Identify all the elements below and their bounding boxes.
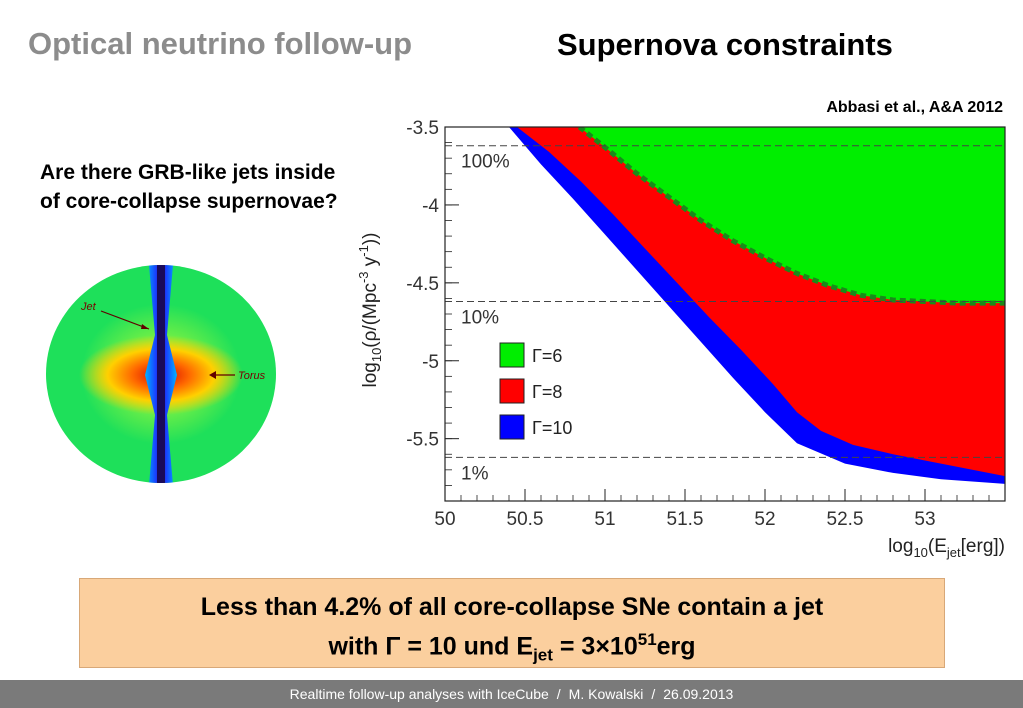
- legend-swatch: [499, 414, 525, 440]
- y-tick-label: -3.5: [406, 118, 439, 139]
- regions: [509, 127, 1005, 484]
- reference-label: 1%: [461, 463, 489, 484]
- summary-box: Less than 4.2% of all core-collapse SNe …: [79, 578, 945, 668]
- legend-label: Γ=10: [532, 418, 572, 438]
- footer-bar: Realtime follow-up analyses with IceCube…: [0, 680, 1023, 708]
- footer-date: 26.09.2013: [663, 686, 734, 702]
- y-tick-label: -5: [422, 352, 439, 373]
- summary-line-1: Less than 4.2% of all core-collapse SNe …: [200, 593, 824, 621]
- legend-label: Γ=8: [532, 382, 562, 402]
- legend-swatch: [499, 342, 525, 368]
- plot-area: 100% 10% 1%: [445, 127, 1005, 501]
- jet-label: Jet: [80, 301, 97, 313]
- reference-label: 10%: [461, 308, 499, 329]
- x-tick-label: 51.5: [667, 509, 704, 530]
- reference-label: 100%: [461, 152, 510, 173]
- axes: 50 50.5 51 51.5 52 52.5 53 -3.5 -4 -4.5 -5 -5.5: [406, 118, 1006, 530]
- x-tick-label: 50.5: [507, 509, 544, 530]
- y-axis-label: log10(ρ/(Mpc-3 y-1)): [356, 232, 384, 387]
- jet-simulation-image: Jet Torus: [46, 265, 276, 483]
- x-axis-label: log10(Ejet[erg]): [888, 536, 1005, 560]
- footer-talk: Realtime follow-up analyses with IceCube: [289, 686, 549, 702]
- left-title: Optical neutrino follow-up: [28, 26, 413, 61]
- x-tick-label: 50: [434, 509, 455, 530]
- x-tick-label: 52: [754, 509, 775, 530]
- axis-labels: log10(Ejet[erg]) log10(ρ/(Mpc-3 y-1)): [356, 232, 1005, 560]
- x-tick-label: 51: [594, 509, 615, 530]
- torus-label: Torus: [238, 370, 266, 382]
- constraint-chart: 100% 10% 1% 50 50.5 51 51.5 52 52.5 53 -3.5 -4 -4.5…: [356, 118, 1006, 560]
- y-tick-label: -5.5: [406, 430, 439, 451]
- region-edge-Γ=6: [577, 127, 1005, 306]
- summary-line-2: with Γ = 10 und Ejet = 3×1051erg: [328, 630, 696, 665]
- legend-label: Γ=6: [532, 346, 562, 366]
- region-Γ=6: [579, 127, 1005, 304]
- y-tick-label: -4: [422, 196, 439, 217]
- y-tick-label: -4.5: [406, 274, 439, 295]
- x-tick-label: 52.5: [827, 509, 864, 530]
- slide-title: Supernova constraints: [557, 27, 893, 62]
- footer-author: M. Kowalski: [568, 686, 644, 702]
- citation: Abbasi et al., A&A 2012: [826, 99, 1003, 116]
- legend-swatch: [499, 378, 525, 404]
- x-tick-label: 53: [914, 509, 935, 530]
- question-text: Are there GRB-like jets inside of core-c…: [40, 161, 338, 213]
- legend: Γ=6 Γ=8 Γ=10: [499, 342, 572, 440]
